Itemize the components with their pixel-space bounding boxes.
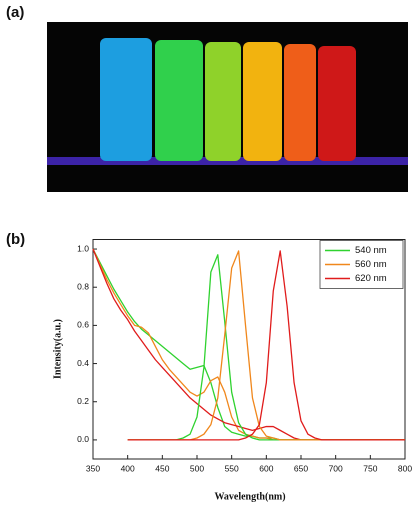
x-tick-label: 800	[398, 463, 412, 473]
vial	[243, 42, 282, 161]
x-tick-label: 750	[363, 463, 377, 473]
photo	[47, 22, 408, 192]
y-tick-label: 0.0	[77, 434, 89, 444]
vial	[155, 40, 203, 161]
y-tick-label: 0.8	[77, 281, 89, 291]
panel-label: (b)	[6, 231, 25, 248]
x-tick-label: 500	[190, 463, 204, 473]
x-tick-label: 550	[225, 463, 239, 473]
y-tick-label: 0.4	[77, 358, 89, 368]
plot-frame	[92, 239, 406, 460]
x-tick-label: 650	[294, 463, 308, 473]
x-axis-title: Wavelength(nm)	[214, 491, 285, 502]
vial	[100, 38, 152, 161]
x-tick-label: 350	[86, 463, 100, 473]
y-tick-label: 0.2	[77, 396, 89, 406]
vial	[284, 44, 316, 161]
legend-label: 560 nm	[355, 259, 387, 270]
panel-label: (a)	[6, 4, 24, 21]
x-tick-label: 600	[259, 463, 273, 473]
legend-label: 540 nm	[355, 245, 387, 256]
x-tick-label: 400	[121, 463, 135, 473]
vial	[318, 46, 356, 161]
legend-label: 620 nm	[355, 273, 387, 284]
data-line	[127, 250, 405, 441]
y-tick-label: 0.6	[77, 320, 89, 330]
y-tick-label: 1.0	[77, 243, 89, 253]
x-tick-label: 450	[155, 463, 169, 473]
y-axis-title: Intensity(a.u.)	[52, 319, 63, 379]
x-tick-label: 700	[329, 463, 343, 473]
vial	[205, 42, 241, 161]
